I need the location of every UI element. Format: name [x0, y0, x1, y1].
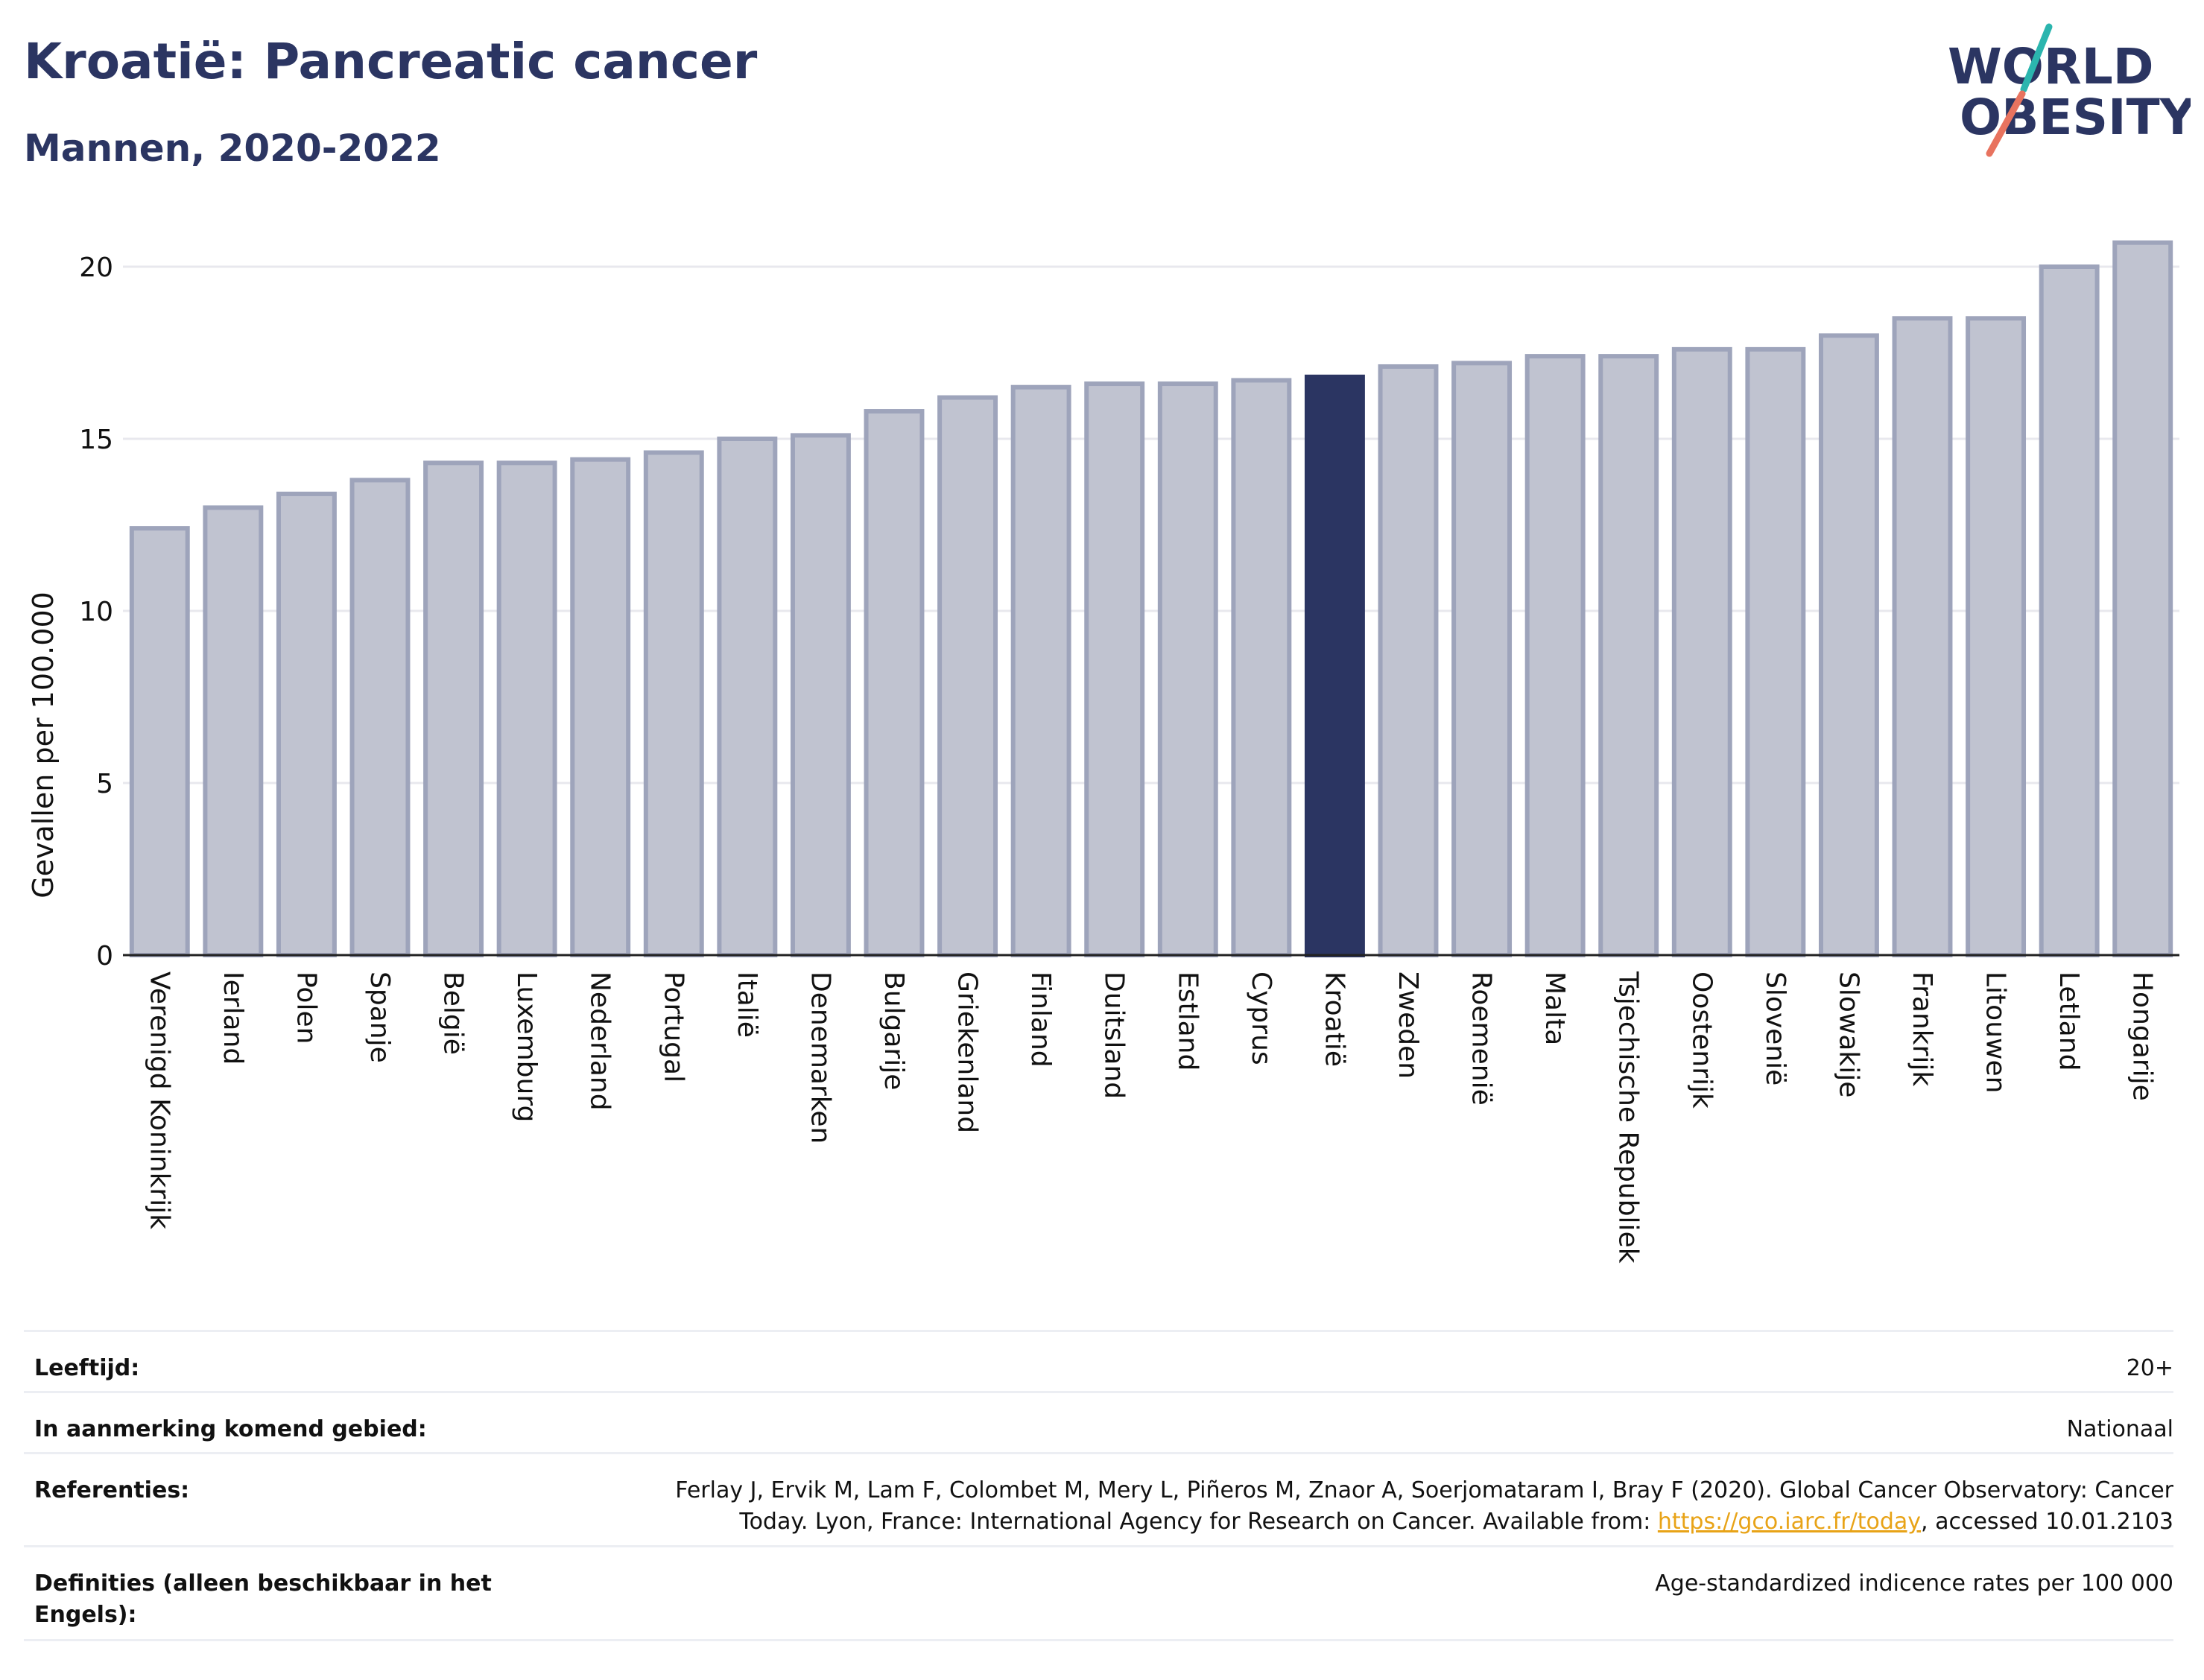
meta-row-area: In aanmerking komend gebied: Nationaal: [24, 1391, 2173, 1453]
bar: [1010, 384, 1071, 957]
x-tick-label: Slovenië: [1760, 971, 1790, 1085]
bar: [643, 450, 704, 958]
y-tick-label: 10: [79, 597, 113, 627]
x-tick-label: Frankrijk: [1907, 971, 1937, 1086]
logo-text-world: WORLD: [1948, 38, 2154, 95]
y-tick-label: 5: [96, 769, 113, 799]
bar: [1231, 378, 1292, 957]
x-tick-label: Slowakije: [1833, 971, 1863, 1097]
logo-text-obesity: OBESITY: [1960, 89, 2191, 146]
bar: [1892, 316, 1953, 958]
reference-link[interactable]: https://gco.iarc.fr/today: [1657, 1509, 1922, 1535]
reference-text-end: , accessed 10.01.2103: [1921, 1509, 2173, 1535]
y-tick-label: 15: [79, 425, 113, 455]
x-tick-label: Hongarije: [2127, 971, 2158, 1101]
bar: [349, 478, 411, 957]
x-tick-label: Spanje: [364, 971, 395, 1063]
x-tick-label: Polen: [291, 971, 321, 1044]
meta-key: In aanmerking komend gebied:: [34, 1416, 427, 1442]
bar: [423, 460, 484, 957]
meta-value: 20+: [2126, 1355, 2173, 1381]
x-tick-label: Cyprus: [1246, 971, 1276, 1065]
x-tick-label: Litouwen: [1980, 971, 2011, 1093]
bar-chart: 0 5 10 15 20 Verenigd Koninkrijk Ierland Polen…: [79, 240, 2179, 1264]
meta-key: Referenties:: [34, 1477, 190, 1503]
x-tick-label: Malta: [1539, 971, 1570, 1045]
x-tick-label: Portugal: [658, 971, 688, 1083]
chart-title: Kroatië: Pancreatic cancer: [24, 33, 758, 90]
x-tick-label: Finland: [1025, 971, 1056, 1068]
meta-value: Nationaal: [2066, 1416, 2173, 1442]
bar-highlight: [1304, 374, 1365, 957]
bars: [129, 240, 2173, 958]
world-obesity-logo: WORLD OBESITY: [1948, 23, 2191, 157]
y-tick-label: 20: [79, 253, 113, 283]
x-tick-label: Duitsland: [1099, 971, 1130, 1099]
bar: [1966, 316, 2027, 958]
x-tick-label: Griekenland: [952, 971, 983, 1133]
x-tick-label: België: [438, 971, 469, 1055]
x-tick-label: Verenigd Koninkrijk: [144, 971, 174, 1229]
bar: [276, 491, 337, 958]
y-tick-label: 0: [96, 941, 113, 971]
x-tick-labels: Verenigd Koninkrijk Ierland Polen Spanje Bel…: [144, 971, 2157, 1264]
bar: [1818, 333, 1879, 957]
bar: [1378, 364, 1439, 958]
bar: [2039, 264, 2100, 957]
bar: [570, 457, 631, 958]
chart-subtitle: Mannen, 2020-2022: [24, 127, 441, 170]
bar: [1157, 381, 1218, 957]
y-tick-labels: 0 5 10 15 20: [79, 253, 113, 971]
bar: [864, 409, 925, 958]
bar: [129, 526, 190, 957]
bar: [717, 437, 778, 957]
x-tick-label: Letland: [2053, 971, 2084, 1071]
meta-value: Age-standardized indicence rates per 100…: [1655, 1570, 2173, 1597]
x-tick-label: Italië: [732, 971, 762, 1038]
bar: [1598, 354, 1659, 957]
bar: [203, 505, 264, 957]
meta-key: Definities (alleen beschikbaar in het En…: [34, 1570, 492, 1628]
x-tick-label: Kroatië: [1319, 971, 1349, 1067]
x-tick-label: Nederland: [585, 971, 615, 1111]
meta-value: Ferlay J, Ervik M, Lam F, Colombet M, Me…: [609, 1475, 2173, 1538]
x-tick-label: Tsjechische Republiek: [1613, 971, 1644, 1264]
x-tick-label: Roemenië: [1466, 971, 1497, 1106]
x-tick-label: Zweden: [1393, 971, 1423, 1079]
logo-slash-teal: [2020, 23, 2053, 93]
meta-row-references: Referenties: Ferlay J, Ervik M, Lam F, C…: [24, 1452, 2173, 1547]
logo-slash-coral: [1986, 90, 2026, 157]
x-tick-label: Bulgarije: [878, 971, 909, 1090]
bar: [496, 460, 557, 957]
x-tick-label: Estland: [1172, 971, 1203, 1071]
x-tick-label: Luxemburg: [511, 971, 542, 1122]
x-tick-label: Ierland: [218, 971, 248, 1065]
bar: [1745, 346, 1806, 957]
meta-row-age: Leeftijd: 20+: [24, 1330, 2173, 1392]
bar: [937, 395, 998, 957]
bar: [2112, 240, 2173, 958]
meta-bottom-border: [24, 1639, 2173, 1641]
meta-row-definitions: Definities (alleen beschikbaar in het En…: [24, 1545, 2173, 1641]
bar: [790, 433, 851, 957]
bar: [1671, 346, 1732, 957]
bar: [1084, 381, 1145, 957]
x-tick-label: Oostenrijk: [1686, 971, 1717, 1109]
reference-text: Ferlay J, Ervik M, Lam F, Colombet M, Me…: [675, 1477, 2173, 1535]
bar: [1451, 361, 1513, 958]
x-tick-label: Denemarken: [805, 971, 835, 1144]
meta-key: Leeftijd:: [34, 1355, 140, 1381]
bar: [1524, 354, 1586, 957]
